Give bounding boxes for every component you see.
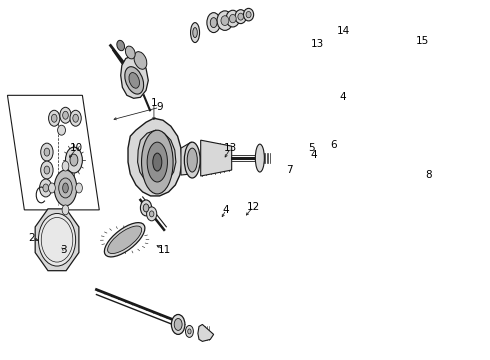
Text: 4: 4: [340, 92, 346, 102]
Ellipse shape: [38, 213, 75, 266]
Ellipse shape: [41, 143, 53, 161]
Ellipse shape: [143, 204, 149, 212]
Ellipse shape: [193, 28, 197, 37]
Text: 12: 12: [246, 202, 260, 212]
Ellipse shape: [153, 153, 162, 171]
Ellipse shape: [58, 125, 66, 135]
Text: 13: 13: [224, 143, 237, 153]
Polygon shape: [201, 140, 232, 176]
Ellipse shape: [149, 211, 154, 217]
Ellipse shape: [66, 147, 82, 173]
Ellipse shape: [125, 46, 135, 59]
Ellipse shape: [226, 10, 240, 27]
Ellipse shape: [104, 222, 145, 257]
Ellipse shape: [60, 107, 71, 123]
Ellipse shape: [207, 13, 220, 32]
Ellipse shape: [54, 170, 77, 206]
Text: 15: 15: [416, 36, 429, 46]
Text: 9: 9: [156, 102, 163, 112]
Ellipse shape: [40, 179, 52, 197]
Ellipse shape: [70, 154, 78, 166]
Ellipse shape: [70, 110, 81, 126]
Ellipse shape: [44, 148, 49, 156]
Ellipse shape: [73, 114, 78, 122]
Ellipse shape: [51, 114, 57, 122]
Text: 8: 8: [425, 170, 432, 180]
Text: 5: 5: [308, 143, 315, 153]
Ellipse shape: [184, 142, 200, 178]
Ellipse shape: [59, 178, 72, 198]
Ellipse shape: [229, 14, 236, 23]
Ellipse shape: [221, 16, 229, 26]
Ellipse shape: [108, 226, 142, 253]
Ellipse shape: [174, 319, 182, 330]
Text: 3: 3: [60, 245, 67, 255]
Ellipse shape: [43, 184, 49, 192]
Ellipse shape: [147, 207, 157, 221]
Polygon shape: [181, 142, 197, 175]
Ellipse shape: [125, 67, 144, 94]
Polygon shape: [121, 55, 148, 98]
Ellipse shape: [41, 161, 53, 179]
Ellipse shape: [191, 23, 199, 42]
Text: 13: 13: [311, 39, 324, 49]
Ellipse shape: [44, 166, 49, 174]
Text: 4: 4: [311, 150, 317, 160]
Polygon shape: [35, 209, 79, 271]
Ellipse shape: [147, 142, 168, 182]
Polygon shape: [198, 324, 214, 341]
Text: 1: 1: [150, 98, 157, 108]
Ellipse shape: [129, 73, 140, 88]
Polygon shape: [138, 130, 176, 185]
Ellipse shape: [134, 51, 147, 69]
Ellipse shape: [172, 315, 185, 334]
Ellipse shape: [210, 18, 217, 28]
Ellipse shape: [246, 12, 251, 18]
Text: 14: 14: [337, 26, 350, 36]
Text: 2: 2: [28, 233, 35, 243]
Ellipse shape: [63, 183, 68, 193]
Ellipse shape: [49, 110, 60, 126]
Text: 11: 11: [157, 245, 171, 255]
Ellipse shape: [62, 205, 69, 215]
Ellipse shape: [244, 8, 254, 21]
Ellipse shape: [142, 130, 173, 194]
Ellipse shape: [186, 325, 194, 337]
Ellipse shape: [188, 329, 191, 334]
Ellipse shape: [217, 11, 233, 30]
Ellipse shape: [62, 161, 69, 171]
Ellipse shape: [187, 148, 197, 172]
Ellipse shape: [255, 144, 264, 172]
Text: 7: 7: [286, 165, 293, 175]
Ellipse shape: [63, 111, 68, 119]
Text: 6: 6: [330, 140, 337, 150]
Ellipse shape: [238, 13, 244, 20]
Text: 4: 4: [223, 205, 229, 215]
Ellipse shape: [235, 10, 246, 24]
Text: 10: 10: [70, 143, 83, 153]
Ellipse shape: [141, 200, 152, 216]
Polygon shape: [128, 118, 182, 196]
Ellipse shape: [75, 183, 82, 193]
Ellipse shape: [117, 40, 124, 51]
Ellipse shape: [49, 183, 55, 193]
